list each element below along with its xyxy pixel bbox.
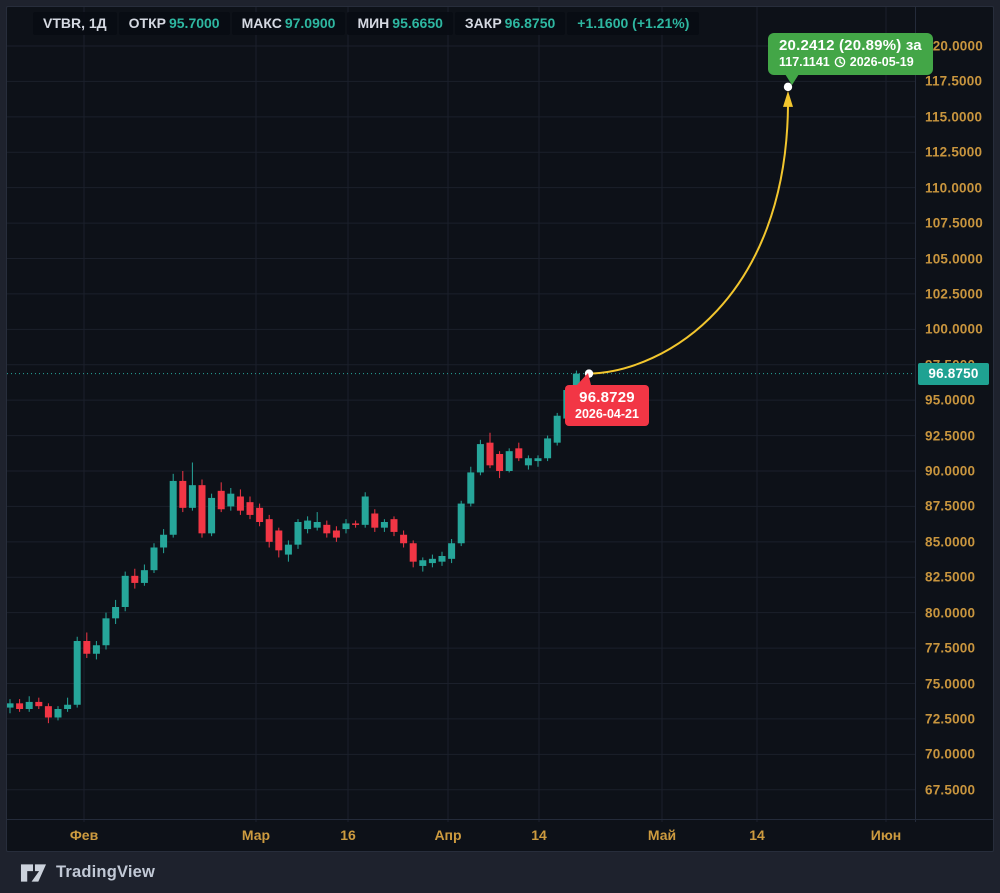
callout-pointer-down — [785, 74, 799, 85]
grid-lines — [7, 7, 915, 822]
price-tick-label: 77.5000 — [925, 640, 976, 656]
start-price-callout[interactable]: 96.8729 2026-04-21 — [565, 373, 649, 426]
symbol-label: VTBR, 1Д — [43, 15, 107, 31]
price-axis[interactable]: 96.8750 120.0000 117.5000 115.0000 112.5000… — [915, 7, 994, 822]
price-tick-label: 70.0000 — [925, 746, 976, 762]
clock-icon — [834, 56, 846, 68]
curve-end-dot[interactable] — [783, 82, 793, 92]
arrowhead-icon — [783, 90, 793, 107]
price-tick-label: 87.5000 — [925, 498, 976, 514]
legend-change: +1.1600 (+1.21%) — [567, 12, 700, 35]
price-tick-label: 110.0000 — [925, 180, 983, 196]
open-label: ОТКР — [128, 15, 166, 31]
time-axis[interactable]: Фев Мар 16 Апр 14 Май 14 Июн — [7, 819, 993, 851]
open-value: 95.7000 — [168, 15, 220, 31]
time-tick-label: 14 — [749, 827, 765, 843]
close-value: 96.8750 — [504, 15, 556, 31]
target-date: 2026-05-19 — [849, 55, 914, 69]
target-price-callout[interactable]: 20.2412 (20.89%) за 117.1141 2026-05-19 — [768, 33, 933, 85]
legend-high: МАКС 97.0900 — [231, 12, 346, 35]
legend-bar: VTBR, 1Д ОТКР 95.7000 МАКС 97.0900 МИН 95.6… — [33, 12, 700, 35]
chart-widget: 96.8750 120.0000 117.5000 115.0000 112.5000… — [6, 6, 994, 852]
price-tick-label: 92.5000 — [925, 428, 976, 444]
low-label: МИН — [357, 15, 390, 31]
high-label: МАКС — [241, 15, 282, 31]
time-tick-label: Апр — [434, 827, 462, 843]
price-tick-label: 80.0000 — [925, 605, 976, 621]
tradingview-logo-icon[interactable] — [20, 863, 47, 883]
price-tick-label: 67.5000 — [925, 782, 976, 798]
price-tick-label: 100.0000 — [925, 321, 983, 337]
price-tick-label: 120.0000 — [925, 38, 983, 54]
legend-open: ОТКР 95.7000 — [118, 12, 230, 35]
projection-arrow[interactable] — [584, 82, 793, 378]
tradingview-wordmark[interactable]: TradingView — [56, 863, 156, 881]
low-value: 95.6650 — [392, 15, 443, 31]
legend-low: МИН 95.6650 — [347, 12, 453, 35]
target-price-value: 117.1141 — [779, 55, 830, 69]
legend-close: ЗАКР 96.8750 — [454, 12, 566, 35]
brand-bar: TradingView — [0, 852, 1000, 893]
candlestick-series — [7, 370, 580, 724]
time-tick-label: Июн — [870, 827, 902, 843]
price-tick-label: 75.0000 — [925, 676, 976, 691]
time-tick-label: Мар — [241, 827, 271, 843]
price-tick-label: 90.0000 — [925, 463, 976, 479]
price-tick-label: 82.5000 — [925, 569, 976, 585]
price-tick-label: 107.5000 — [925, 215, 983, 231]
high-value: 97.0900 — [284, 15, 336, 31]
price-tick-label: 95.0000 — [925, 392, 976, 408]
time-tick-label: 14 — [531, 827, 547, 843]
price-chart-canvas[interactable] — [7, 7, 915, 822]
price-tick-label: 102.5000 — [925, 286, 983, 302]
change-value: +1.1600 (+1.21%) — [577, 15, 690, 31]
start-price-date: 2026-04-21 — [575, 407, 639, 421]
start-price-value: 96.8729 — [579, 389, 635, 406]
target-change-text: 20.2412 (20.89%) за — [779, 37, 922, 54]
price-tick-label: 85.0000 — [925, 534, 976, 550]
callout-pointer-up — [577, 373, 591, 385]
price-tick-label: 72.5000 — [925, 711, 976, 727]
price-tick-label: 117.5000 — [925, 73, 983, 89]
price-tick-label: 105.0000 — [925, 251, 983, 266]
price-tick-label: 112.5000 — [925, 144, 983, 160]
time-tick-label: Фев — [69, 827, 99, 843]
time-tick-label: 16 — [340, 827, 356, 843]
time-tick-label: Май — [647, 827, 677, 843]
symbol-title[interactable]: VTBR, 1Д — [33, 12, 117, 35]
current-price-tag: 96.8750 — [918, 362, 989, 385]
price-tick-label: 115.0000 — [925, 109, 983, 125]
close-label: ЗАКР — [464, 15, 502, 31]
